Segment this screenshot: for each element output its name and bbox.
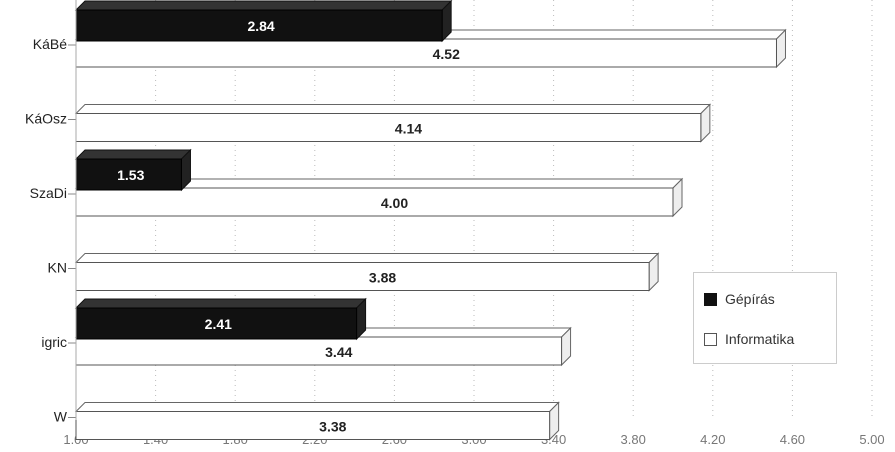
legend-swatch-gepiras — [704, 292, 717, 306]
data-label-informatika: 3.88 — [369, 270, 396, 286]
category-label: SzaDi — [30, 185, 67, 201]
data-label-informatika: 4.52 — [433, 46, 460, 62]
category-label: igric — [41, 334, 67, 350]
legend-item-informatika: Informatika — [704, 331, 794, 347]
bar-top-gepiras — [74, 298, 367, 309]
legend-item-gepiras: Gépírás — [704, 291, 775, 307]
data-label-gepiras: 2.84 — [247, 18, 274, 34]
bar-top-informatika — [74, 104, 712, 114]
bar-informatika — [75, 38, 777, 68]
bar-gepiras — [75, 158, 182, 191]
bar-informatika — [75, 113, 702, 142]
bar-top-gepiras — [74, 0, 453, 11]
legend-label-gepiras: Gépírás — [725, 291, 775, 307]
bar-top-informatika — [74, 253, 660, 263]
legend-label-informatika: Informatika — [725, 331, 795, 347]
bar-informatika — [75, 187, 674, 217]
category-label: KáBé — [33, 36, 67, 52]
x-tick-label: 3.80 — [621, 432, 646, 447]
x-tick-label: 4.60 — [780, 432, 805, 447]
category-label: KN — [48, 260, 67, 276]
category-label: W — [54, 409, 68, 425]
data-label-informatika: 4.14 — [395, 121, 422, 137]
x-tick-label: 4.20 — [700, 432, 725, 447]
x-tick-label: 5.00 — [859, 432, 884, 447]
bar-top-informatika — [74, 402, 560, 412]
bar-informatika — [75, 336, 563, 366]
category-label: KáOsz — [25, 111, 67, 127]
legend: Gépírás Informatika — [693, 272, 837, 364]
data-label-informatika: 3.38 — [319, 419, 346, 435]
data-label-informatika: 3.44 — [325, 344, 352, 360]
bar-informatika — [75, 262, 650, 291]
data-label-informatika: 4.00 — [381, 195, 408, 211]
bar-informatika — [75, 411, 551, 440]
legend-swatch-informatika — [704, 332, 717, 346]
bar-top-gepiras — [74, 149, 192, 160]
data-label-gepiras: 1.53 — [117, 167, 144, 183]
data-label-gepiras: 2.41 — [205, 316, 232, 332]
